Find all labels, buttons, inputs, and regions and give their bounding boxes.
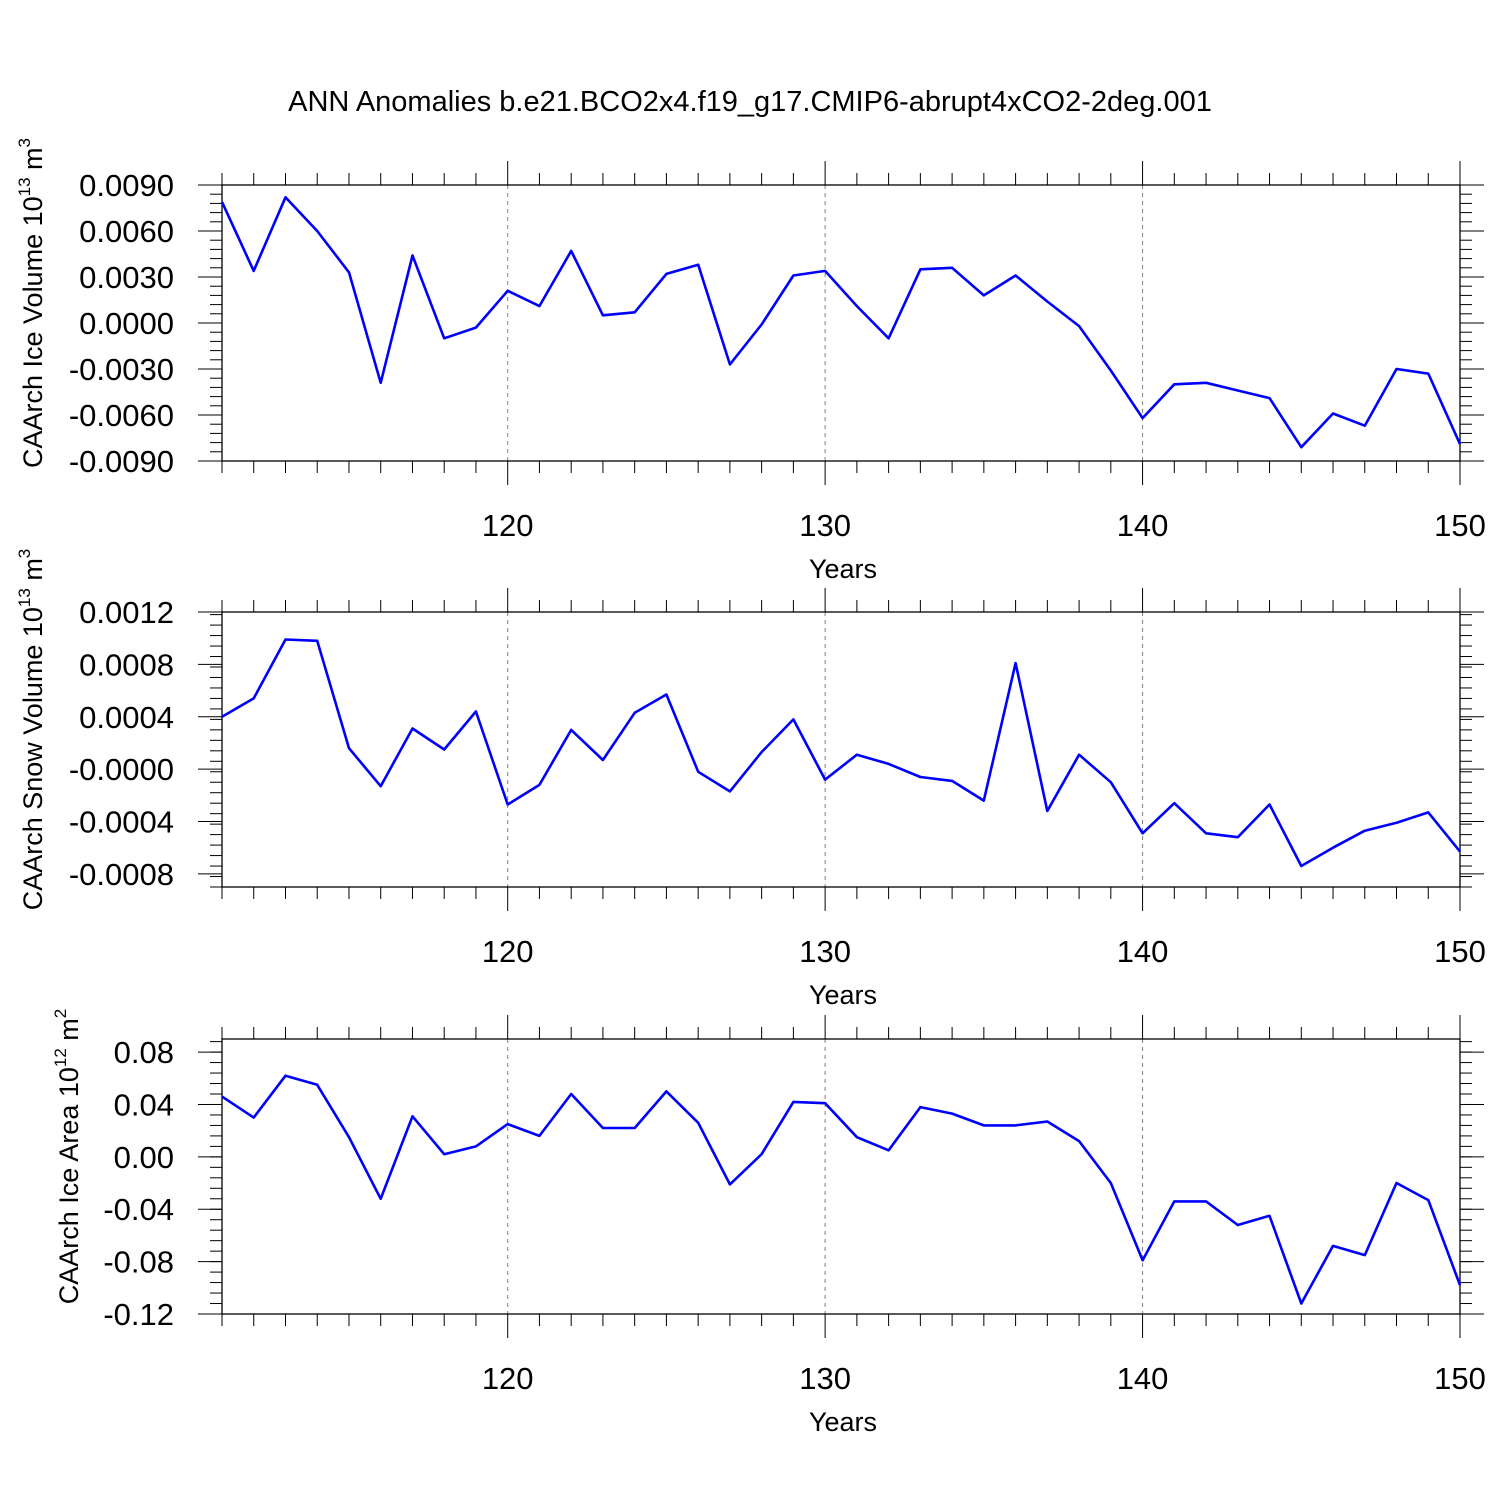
y-tick-label: -0.0004 xyxy=(69,805,174,840)
x-tick-label: 140 xyxy=(1117,1361,1169,1396)
y-tick-label: 0.0008 xyxy=(79,647,174,682)
y-tick-label: -0.08 xyxy=(103,1245,174,1280)
y-tick-label: 0.0060 xyxy=(79,214,174,249)
x-axis-label: Years xyxy=(809,554,877,584)
x-tick-label: 140 xyxy=(1117,508,1169,543)
x-tick-label: 130 xyxy=(799,508,851,543)
y-tick-label: -0.0008 xyxy=(69,857,174,892)
chart-panel-2: -0.0008 -0.0004 -0.0000 0.0004 0.0008 0.0012 1… xyxy=(15,549,1486,1010)
y-axis-label: CAArch Ice Volume 1013 m3 xyxy=(15,138,48,468)
page-title: ANN Anomalies b.e21.BCO2x4.f19_g17.CMIP6… xyxy=(288,86,1212,118)
series-line xyxy=(221,638,1462,868)
x-axis-label: Years xyxy=(809,980,877,1010)
series-line xyxy=(221,1074,1462,1305)
x-tick-label: 120 xyxy=(482,934,534,969)
chart-panel-1: -0.0090 -0.0060 -0.0030 0.0000 0.0030 0.0060 0… xyxy=(15,138,1486,584)
y-tick-label: 0.0090 xyxy=(79,168,174,203)
x-tick-label: 150 xyxy=(1434,1361,1486,1396)
y-tick-label: 0.0004 xyxy=(79,700,174,735)
x-tick-label: 150 xyxy=(1434,508,1486,543)
y-axis-label: CAArch Ice Area 1012 m2 xyxy=(51,1009,84,1305)
y-tick-label: -0.0090 xyxy=(69,444,174,479)
y-axis-label: CAArch Snow Volume 1013 m3 xyxy=(15,549,48,911)
y-tick-label: -0.12 xyxy=(103,1297,174,1332)
y-tick-label: -0.0030 xyxy=(69,352,174,387)
y-tick-label: 0.08 xyxy=(114,1035,174,1070)
x-tick-label: 130 xyxy=(799,934,851,969)
y-tick-label: 0.0030 xyxy=(79,260,174,295)
y-tick-label: 0.0000 xyxy=(79,306,174,341)
series-line xyxy=(220,196,1462,449)
x-tick-label: 130 xyxy=(799,1361,851,1396)
x-tick-label: 140 xyxy=(1117,934,1169,969)
y-tick-label: 0.0012 xyxy=(79,595,174,630)
x-tick-label: 120 xyxy=(482,1361,534,1396)
plot-frame xyxy=(221,611,1461,888)
x-tick-label: 150 xyxy=(1434,934,1486,969)
plot-frame xyxy=(221,1038,1461,1315)
y-tick-label: 0.00 xyxy=(114,1140,174,1175)
x-tick-label: 120 xyxy=(482,508,534,543)
y-tick-label: -0.0000 xyxy=(69,752,174,787)
x-axis-label: Years xyxy=(809,1407,877,1437)
y-tick-label: 0.04 xyxy=(114,1087,174,1122)
y-tick-label: -0.04 xyxy=(103,1192,174,1227)
plot-frame xyxy=(221,184,1461,462)
y-tick-label: -0.0060 xyxy=(69,398,174,433)
chart-panel-3: -0.12 -0.08 -0.04 0.00 0.04 0.08 120 130 140 150 Y… xyxy=(51,1009,1486,1437)
